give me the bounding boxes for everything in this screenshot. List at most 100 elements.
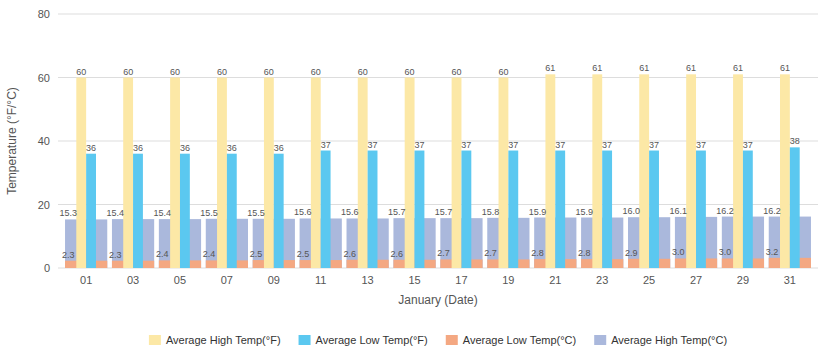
- bar: [264, 78, 274, 269]
- data-label: 60: [405, 67, 415, 77]
- legend-label: Average Low Temp(°F): [316, 334, 428, 346]
- data-label: 2.4: [156, 249, 169, 259]
- data-label: 60: [170, 67, 180, 77]
- data-label: 60: [123, 67, 133, 77]
- data-label: 2.3: [109, 250, 122, 260]
- bars: [65, 74, 811, 268]
- x-tick-label: 17: [455, 274, 467, 286]
- data-label: 3.0: [719, 247, 732, 257]
- bar: [274, 154, 284, 268]
- bar: [321, 151, 331, 268]
- bar: [592, 74, 602, 268]
- data-label: 2.6: [390, 249, 403, 259]
- data-label: 16.0: [623, 206, 641, 216]
- data-label: 2.4: [203, 249, 216, 259]
- legend-label: Average High Temp(°C): [611, 334, 727, 346]
- bar: [180, 154, 190, 268]
- bar: [311, 78, 321, 269]
- data-label: 61: [545, 63, 555, 73]
- x-tick-label: 07: [221, 274, 233, 286]
- x-axis-label: January (Date): [398, 293, 477, 307]
- data-label: 36: [274, 143, 284, 153]
- data-label: 37: [368, 140, 378, 150]
- y-tick-label: 60: [38, 72, 50, 84]
- bar: [545, 74, 555, 268]
- data-label: 16.1: [669, 206, 687, 216]
- bar: [499, 78, 509, 269]
- bar: [227, 154, 237, 268]
- data-label: 61: [733, 63, 743, 73]
- data-label: 2.7: [437, 248, 450, 258]
- bar: [415, 151, 425, 268]
- bar: [170, 78, 180, 269]
- x-tick-label: 01: [80, 274, 92, 286]
- bar: [790, 147, 800, 268]
- data-label: 16.2: [716, 206, 734, 216]
- grid-line: [58, 14, 818, 15]
- data-labels: 15.315.415.415.515.515.615.615.715.715.8…: [60, 63, 800, 259]
- bar: [649, 151, 659, 268]
- data-label: 2.6: [344, 249, 357, 259]
- bar: [358, 78, 368, 269]
- bar: [743, 151, 753, 268]
- data-label: 61: [592, 63, 602, 73]
- bar: [123, 78, 133, 269]
- x-tick-label: 03: [127, 274, 139, 286]
- data-label: 15.6: [294, 207, 312, 217]
- data-label: 37: [508, 140, 518, 150]
- bar: [602, 151, 612, 268]
- bar: [696, 151, 706, 268]
- chart: 02040608015.315.415.415.515.515.615.615.…: [0, 0, 830, 362]
- bar: [452, 78, 462, 269]
- bar: [217, 78, 227, 269]
- data-label: 60: [264, 67, 274, 77]
- data-label: 61: [780, 63, 790, 73]
- legend: Average High Temp(°F) Average Low Temp(°F…: [149, 334, 727, 346]
- grid: [58, 14, 818, 268]
- data-label: 2.9: [625, 248, 638, 258]
- data-label: 15.3: [60, 208, 78, 218]
- bar: [86, 154, 96, 268]
- bar: [686, 74, 696, 268]
- legend-swatch: [594, 335, 606, 345]
- y-tick-label: 0: [44, 262, 50, 274]
- data-label: 38: [790, 136, 800, 146]
- data-label: 61: [686, 63, 696, 73]
- data-label: 15.7: [435, 207, 453, 217]
- data-label: 15.5: [247, 208, 265, 218]
- data-label: 2.5: [250, 249, 263, 259]
- x-tick-label: 13: [362, 274, 374, 286]
- data-label: 15.5: [200, 208, 218, 218]
- data-label: 15.4: [153, 208, 171, 218]
- legend-label: Average High Temp(°F): [166, 334, 281, 346]
- legend-label: Average Low Temp(°C): [463, 334, 576, 346]
- data-label: 60: [217, 67, 227, 77]
- x-tick-label: 23: [596, 274, 608, 286]
- data-label: 60: [452, 67, 462, 77]
- bar: [639, 74, 649, 268]
- data-label: 2.7: [484, 248, 497, 258]
- data-label: 16.2: [763, 206, 781, 216]
- data-label: 36: [180, 143, 190, 153]
- data-label: 2.8: [531, 248, 544, 258]
- data-label: 60: [358, 67, 368, 77]
- data-label: 60: [311, 67, 321, 77]
- x-tick-label: 11: [315, 274, 326, 286]
- data-label: 61: [639, 63, 649, 73]
- x-tick-label: 19: [502, 274, 514, 286]
- data-label: 2.8: [578, 248, 591, 258]
- data-label: 36: [86, 143, 96, 153]
- data-label: 3.0: [672, 247, 685, 257]
- data-label: 15.8: [482, 207, 500, 217]
- x-tick-label: 15: [408, 274, 420, 286]
- data-label: 37: [743, 140, 753, 150]
- x-tick-label: 25: [643, 274, 655, 286]
- x-tick-label: 27: [690, 274, 702, 286]
- y-axis-label: Temperature (°F/°C): [5, 87, 19, 195]
- data-label: 37: [649, 140, 659, 150]
- legend-swatch: [149, 335, 161, 345]
- bar: [405, 78, 415, 269]
- legend-swatch: [299, 335, 311, 345]
- data-label: 15.7: [388, 207, 406, 217]
- y-tick-label: 40: [38, 135, 50, 147]
